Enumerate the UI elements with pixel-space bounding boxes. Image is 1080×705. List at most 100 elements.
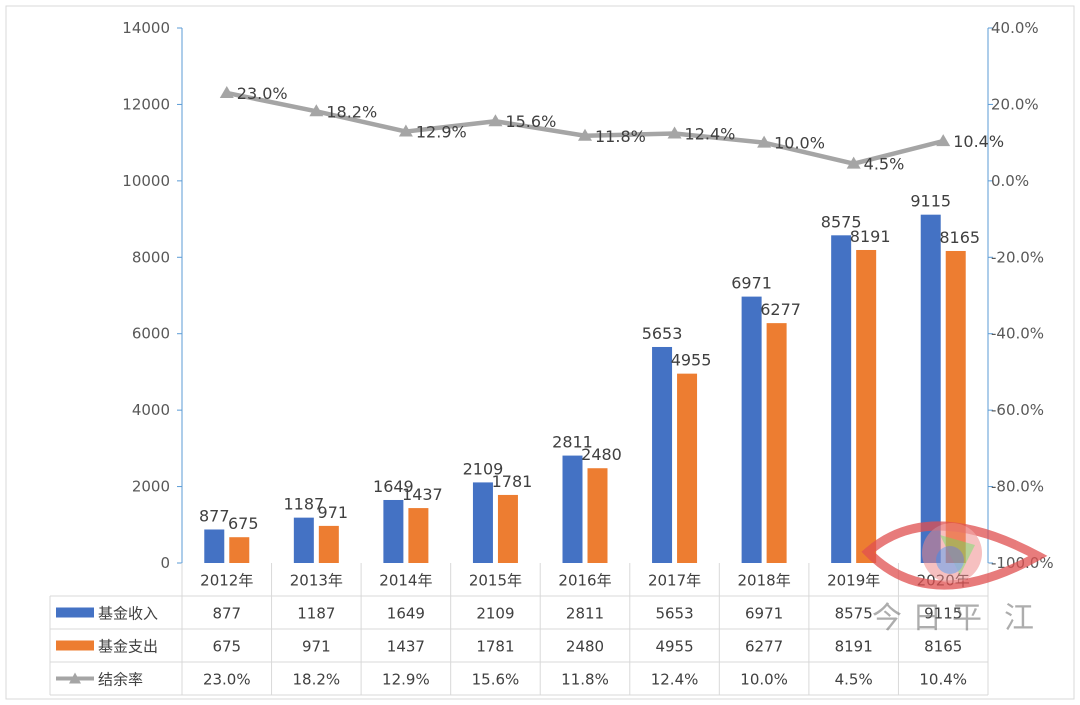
table-cell: 675 [212, 638, 241, 656]
left-tick-label: 10000 [122, 172, 170, 190]
expense-data-label: 1781 [492, 472, 533, 491]
income-bar [293, 517, 314, 563]
balance-rate-marker [757, 135, 772, 148]
income-data-label: 1187 [283, 495, 324, 514]
right-tick-label: 0.0% [991, 172, 1029, 190]
expense-bar [497, 494, 518, 563]
category-label: 2019年 [827, 572, 880, 590]
balance-rate-marker [578, 128, 592, 141]
expense-data-label: 1437 [402, 485, 443, 504]
income-data-label: 6971 [731, 274, 772, 293]
expense-data-label: 6277 [760, 300, 801, 319]
table-cell: 2109 [476, 605, 514, 623]
balance-rate-line [219, 85, 951, 169]
table-cell: 6277 [745, 638, 783, 656]
table-cell: 12.9% [382, 671, 430, 689]
category-label: 2015年 [469, 572, 522, 590]
income-bar [831, 235, 852, 563]
category-label: 2016年 [558, 572, 611, 590]
category-label: 2013年 [290, 572, 343, 590]
balance-rate-marker [309, 104, 324, 117]
expense-data-label: 8165 [939, 228, 980, 247]
expense-bar [766, 323, 787, 563]
expense-bar [408, 508, 429, 563]
table-cell: 8575 [835, 605, 873, 623]
income-data-label: 2811 [552, 433, 593, 452]
left-tick-label: 6000 [132, 325, 170, 343]
right-tick-label: -60.0% [991, 401, 1044, 419]
right-tick-label: 20.0% [991, 95, 1039, 113]
balance-rate-marker [936, 134, 951, 147]
table-cell: 1781 [476, 638, 514, 656]
balance-rate-data-label: 4.5% [864, 155, 905, 174]
expense-bar [587, 468, 608, 563]
table-cell: 2480 [566, 638, 604, 656]
income-bar [652, 346, 673, 563]
legend-key [56, 607, 94, 618]
expense-data-label: 971 [318, 503, 349, 522]
expense-data-label: 8191 [850, 227, 891, 246]
left-tick-label: 4000 [132, 401, 170, 419]
income-data-label: 9115 [910, 192, 951, 211]
expense-bar [945, 250, 966, 564]
table-cell: 1437 [387, 638, 425, 656]
income-bar [562, 455, 583, 563]
data-table: 2012年 2013年 2014年 2015年 2016年 2017年 2018年 2019年… [49, 563, 989, 696]
income-data-label: 5653 [642, 324, 683, 343]
table-cell: 12.4% [651, 671, 699, 689]
watermark-char: 江 [1004, 601, 1034, 636]
table-cell: 15.6% [472, 671, 520, 689]
watermark-char: 今 [872, 601, 902, 636]
category-label: 2012年 [200, 572, 253, 590]
expense-data-label: 4955 [671, 351, 712, 370]
balance-rate-marker [846, 156, 861, 169]
right-tick-label: -80.0% [991, 478, 1044, 496]
table-cell: 8165 [924, 638, 962, 656]
table-cell: 1649 [387, 605, 425, 623]
chart-border [5, 5, 1075, 700]
legend-series-name: 基金支出 [98, 638, 158, 656]
expense-bar [856, 249, 877, 563]
balance-rate-marker [398, 124, 413, 137]
expense-data-label: 2480 [581, 445, 622, 464]
expense-bar [318, 525, 339, 563]
left-tick-label: 0 [160, 554, 170, 572]
income-bar [472, 482, 493, 563]
income-bar [920, 214, 941, 563]
table-cell: 9115 [924, 605, 962, 623]
balance-rate-data-label: 18.2% [326, 102, 377, 121]
table-cell: 10.0% [740, 671, 788, 689]
table-cell: 1187 [297, 605, 335, 623]
income-bar [204, 529, 225, 563]
balance-rate-marker [488, 114, 503, 127]
right-tick-label: -20.0% [991, 248, 1044, 266]
income-data-label: 877 [199, 506, 230, 525]
watermark: 今 日 平 江 [861, 521, 1048, 636]
balance-rate-data-label: 11.8% [595, 127, 646, 146]
expense-bar [677, 373, 698, 563]
left-tick-label: 14000 [122, 19, 170, 37]
balance-rate-data-label: 12.9% [416, 123, 467, 142]
left-tick-label: 8000 [132, 248, 170, 266]
balance-rate-marker [219, 85, 234, 98]
right-tick-label: 40.0% [991, 19, 1039, 37]
table-cell: 4.5% [835, 671, 873, 689]
balance-rate-data-label: 10.4% [953, 132, 1004, 151]
table-cell: 11.8% [561, 671, 609, 689]
legend-series-name: 结余率 [98, 671, 143, 689]
category-label: 2018年 [738, 572, 791, 590]
table-cell: 971 [302, 638, 331, 656]
table-cell: 2811 [566, 605, 604, 623]
legend-key-marker [69, 672, 81, 684]
income-data-label: 1649 [373, 477, 414, 496]
legend-series-name: 基金收入 [98, 605, 158, 623]
bars [204, 214, 966, 564]
balance-rate-marker [667, 126, 682, 139]
balance-rate-data-label: 12.4% [685, 124, 736, 143]
table-cell: 10.4% [919, 671, 967, 689]
table-cell: 877 [212, 605, 241, 623]
table-cell: 23.0% [203, 671, 251, 689]
legend-key [56, 640, 94, 651]
income-data-label: 2109 [463, 459, 504, 478]
